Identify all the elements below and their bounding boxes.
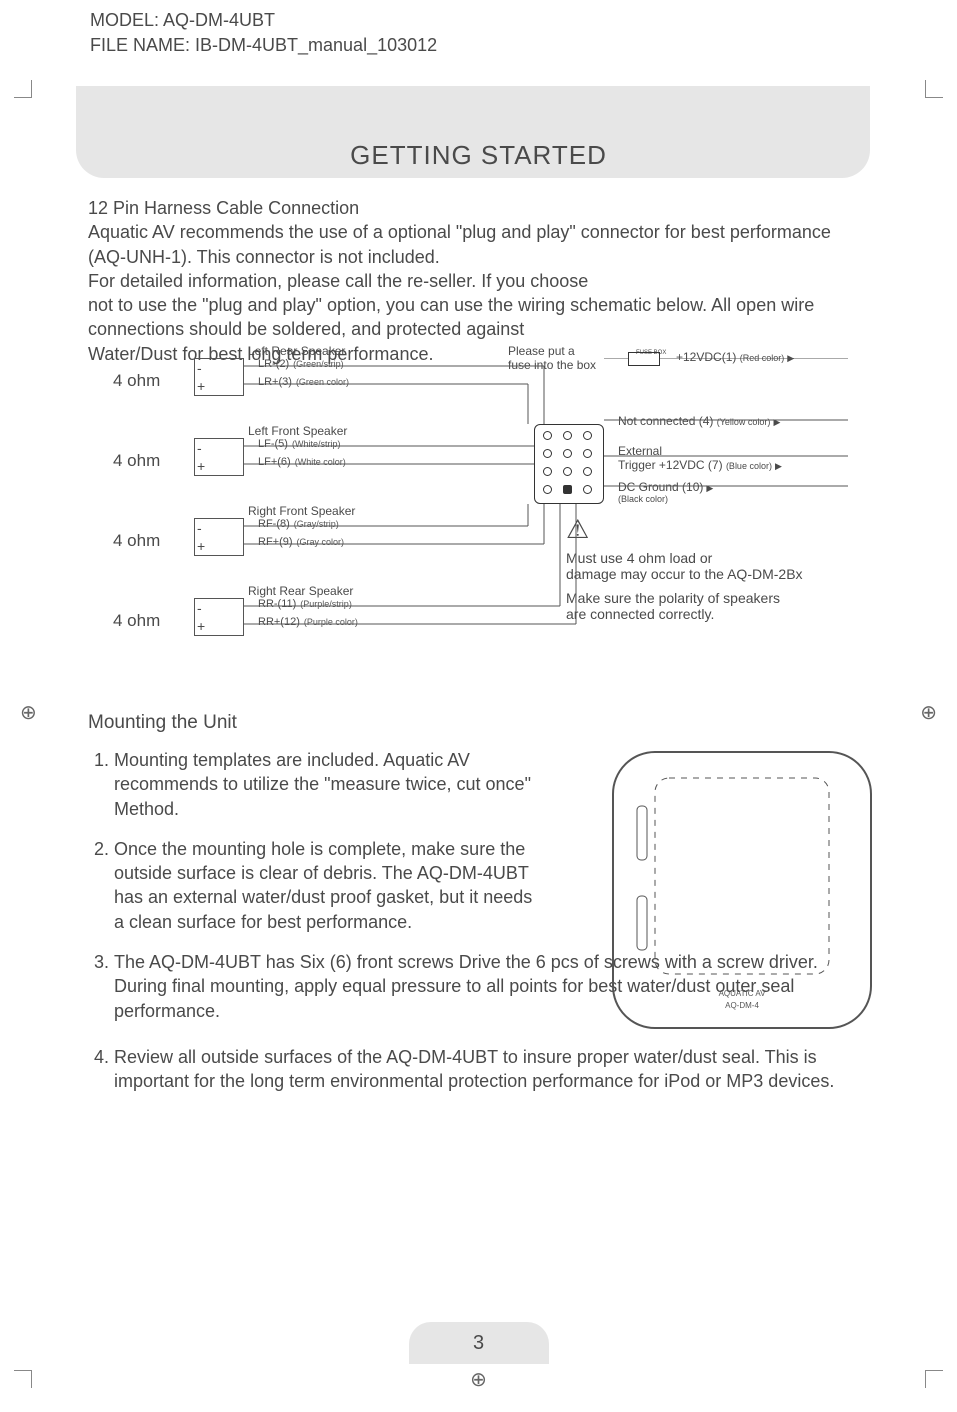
model-line: MODEL: AQ-DM-4UBT <box>90 8 437 33</box>
intro-section: 12 Pin Harness Cable Connection Aquatic … <box>88 190 868 366</box>
file-line: FILE NAME: IB-DM-4UBT_manual_103012 <box>90 33 437 58</box>
registration-mark-icon: ⊕ <box>20 700 37 725</box>
registration-mark-icon: ⊕ <box>920 700 937 725</box>
device-model: AQ-DM-4 <box>725 1001 759 1010</box>
wiring-diagram: 4 ohm - + Left Rear Speaker LR-(2)(Green… <box>88 358 868 698</box>
wire-lines <box>88 358 868 658</box>
cropmark-bl <box>14 1360 42 1388</box>
cropmark-tl <box>14 80 42 108</box>
intro-heading: 12 Pin Harness Cable Connection <box>88 196 868 220</box>
registration-mark-icon: ⊕ <box>470 1367 487 1392</box>
speaker-title: Left Rear Speaker <box>248 344 345 358</box>
device-brand: AQUATIC AV <box>719 989 766 998</box>
intro-body: Aquatic AV recommends the use of a optio… <box>88 220 868 366</box>
mounting-title: Mounting the Unit <box>88 712 868 734</box>
document-meta: MODEL: AQ-DM-4UBT FILE NAME: IB-DM-4UBT_… <box>90 8 437 58</box>
device-outline: AQUATIC AV AQ-DM-4 <box>607 746 877 1034</box>
page-title: GETTING STARTED <box>0 140 957 171</box>
cropmark-br <box>915 1360 943 1388</box>
cropmark-tr <box>915 80 943 108</box>
page-number: 3 <box>409 1322 549 1364</box>
list-item: Review all outside surfaces of the AQ-DM… <box>114 1045 868 1094</box>
